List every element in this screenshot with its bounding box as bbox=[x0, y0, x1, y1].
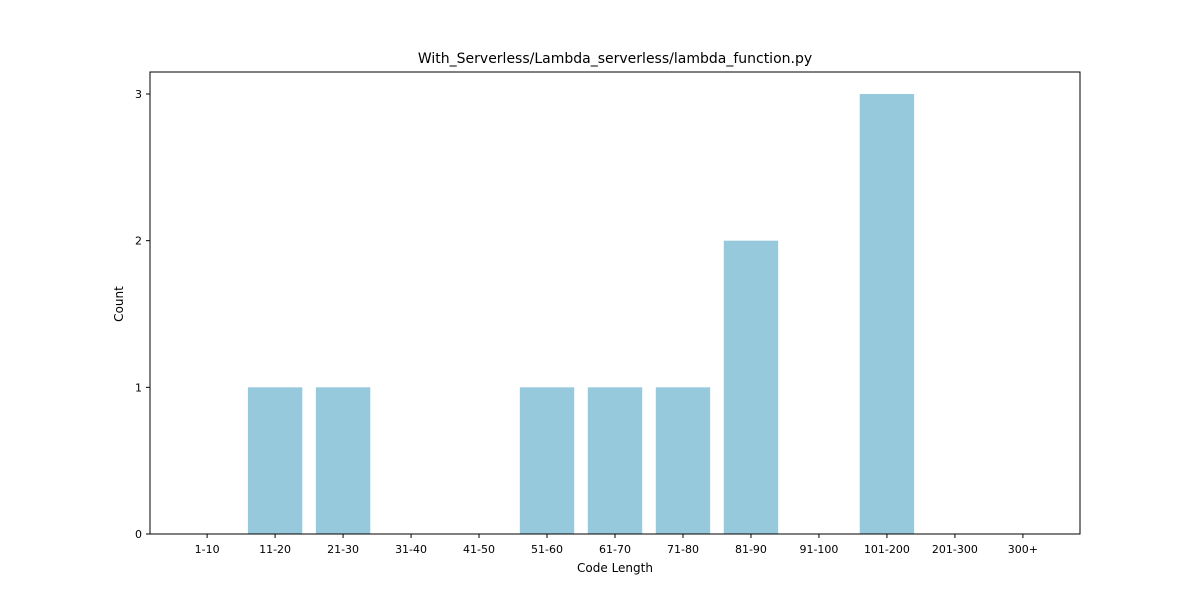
x-tick-label: 201-300 bbox=[932, 543, 978, 556]
y-tick-label: 2 bbox=[135, 235, 142, 248]
x-tick-label: 300+ bbox=[1008, 543, 1038, 556]
bar-11-20 bbox=[247, 387, 303, 534]
x-tick-label: 61-70 bbox=[599, 543, 631, 556]
bar-51-60 bbox=[519, 387, 575, 534]
x-axis-label: Code Length bbox=[577, 561, 653, 575]
x-tick-label: 51-60 bbox=[531, 543, 563, 556]
x-tick-label: 31-40 bbox=[395, 543, 427, 556]
x-tick-label: 91-100 bbox=[799, 543, 838, 556]
y-tick-label: 0 bbox=[135, 528, 142, 541]
chart-title: With_Serverless/Lambda_serverless/lambda… bbox=[418, 51, 812, 67]
x-tick-label: 21-30 bbox=[327, 543, 359, 556]
x-tick-label: 81-90 bbox=[735, 543, 767, 556]
bar-71-80 bbox=[655, 387, 711, 534]
x-tick-label: 1-10 bbox=[195, 543, 220, 556]
plot-area-frame bbox=[149, 71, 1081, 535]
y-tick-label: 3 bbox=[135, 88, 142, 101]
y-axis-ticks: 0 1 2 3 bbox=[135, 88, 150, 541]
y-tick-label: 1 bbox=[135, 381, 142, 394]
x-tick-label: 71-80 bbox=[667, 543, 699, 556]
x-tick-label: 41-50 bbox=[463, 543, 495, 556]
x-axis-ticks: 1-10 11-20 21-30 31-40 41-50 51-60 61-70 71-80 8… bbox=[195, 534, 1038, 556]
bars-layer bbox=[247, 94, 915, 534]
x-tick-label: 101-200 bbox=[864, 543, 910, 556]
bar-101-200 bbox=[859, 94, 915, 534]
x-tick-label: 11-20 bbox=[259, 543, 291, 556]
bar-81-90 bbox=[723, 240, 779, 534]
bar-61-70 bbox=[587, 387, 643, 534]
y-axis-label: Count bbox=[112, 286, 126, 322]
bar-21-30 bbox=[315, 387, 371, 534]
